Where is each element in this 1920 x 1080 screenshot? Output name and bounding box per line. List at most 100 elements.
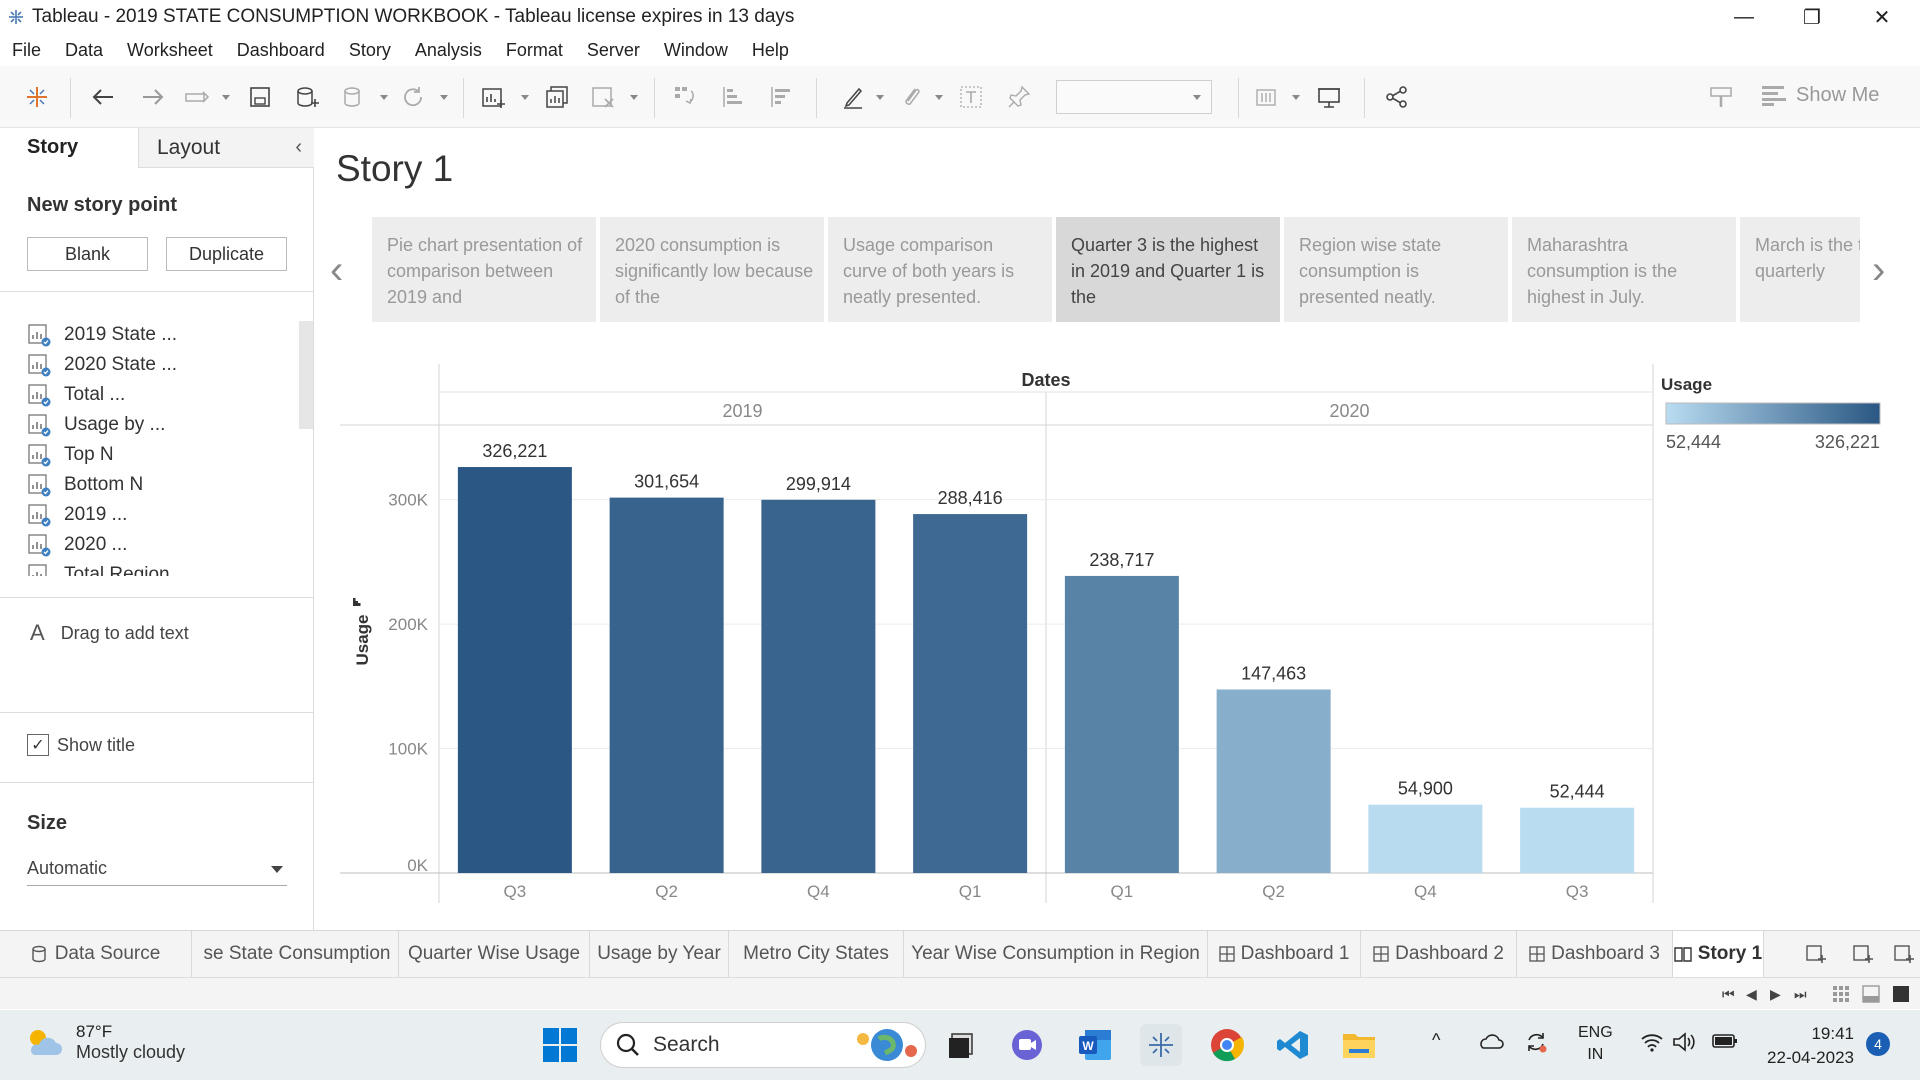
sheet-tab[interactable]: Dashboard 2 [1361, 931, 1517, 977]
menu-worksheet[interactable]: Worksheet [127, 39, 213, 60]
sheet-tab[interactable]: se State Consumption [196, 931, 399, 977]
story-sheet-item[interactable]: 2019 ... [28, 500, 294, 530]
onedrive-cloud-icon[interactable] [1478, 1032, 1504, 1050]
new-worksheet-icon[interactable] [478, 82, 508, 112]
tab-data-source[interactable]: Data Source [0, 931, 192, 977]
refresh-icon[interactable] [398, 82, 428, 112]
story-sheet-item[interactable]: 2019 State ... [28, 320, 294, 350]
task-view-icon[interactable] [940, 1024, 982, 1066]
show-hidden-icons-chevron[interactable]: ^ [1432, 1030, 1441, 1050]
vscode-icon[interactable] [1272, 1024, 1314, 1066]
menu-help[interactable]: Help [751, 39, 789, 60]
chevron-down-icon[interactable] [935, 95, 943, 100]
show-title-toggle[interactable]: ✓ Show title [27, 734, 135, 756]
story-point-caption[interactable]: Region wise state consumption is present… [1284, 217, 1508, 322]
menu-data[interactable]: Data [65, 39, 104, 60]
drag-to-add-text[interactable]: A Drag to add text [30, 620, 189, 646]
windows-start-icon[interactable] [539, 1024, 581, 1066]
new-worksheet-tab-icon[interactable] [1796, 931, 1836, 977]
menu-file[interactable]: File [12, 39, 42, 60]
previous-story-point-icon[interactable]: ‹ [330, 248, 344, 292]
sheet-tab[interactable]: Metro City States [729, 931, 904, 977]
story-point-caption[interactable]: Quarter 3 is the highest in 2019 and Qua… [1056, 217, 1280, 322]
new-data-source-icon[interactable] [292, 82, 322, 112]
story-sheet-item[interactable]: Top N [28, 440, 294, 470]
tableau-taskbar-icon[interactable] [1140, 1024, 1182, 1066]
show-cards-icon[interactable] [1252, 82, 1282, 112]
file-explorer-icon[interactable] [1338, 1024, 1380, 1066]
sheet-tab[interactable]: Quarter Wise Usage [399, 931, 590, 977]
menu-format[interactable]: Format [505, 39, 563, 60]
story-point-caption[interactable]: 2020 consumption is significantly low be… [600, 217, 824, 322]
swap-rows-columns-icon[interactable] [670, 82, 700, 112]
format-painter-icon[interactable] [1706, 82, 1736, 112]
tab-layout[interactable]: Layout ‹ [138, 128, 314, 168]
tab-story[interactable]: Story [27, 136, 79, 158]
highlight-icon[interactable] [838, 82, 868, 112]
teams-chat-icon[interactable] [1006, 1024, 1048, 1066]
story-sheet-item[interactable]: Total Region [28, 560, 294, 576]
story-sheet-item[interactable]: 2020 State ... [28, 350, 294, 380]
next-story-point-icon[interactable]: › [1872, 248, 1886, 292]
sheet-tab[interactable]: Usage by Year [590, 931, 729, 977]
next-sheet-icon[interactable]: ▶ [1770, 986, 1781, 1002]
close-button[interactable]: ✕ [1873, 6, 1891, 29]
menu-window[interactable]: Window [663, 39, 728, 60]
duplicate-sheet-icon[interactable] [542, 82, 572, 112]
story-sheet-item[interactable]: 2020 ... [28, 530, 294, 560]
share-icon[interactable] [1382, 82, 1412, 112]
sheet-tab[interactable]: Dashboard 1 [1208, 931, 1361, 977]
chevron-down-icon[interactable] [876, 95, 884, 100]
chevron-down-icon[interactable] [630, 95, 638, 100]
new-dashboard-tab-icon[interactable] [1842, 931, 1884, 977]
pin-icon[interactable] [1004, 82, 1034, 112]
blank-button[interactable]: Blank [27, 237, 148, 271]
volume-icon[interactable] [1672, 1032, 1698, 1052]
chevron-down-icon[interactable] [380, 95, 388, 100]
replay-animation-icon[interactable] [182, 82, 212, 112]
undo-icon[interactable] [88, 82, 118, 112]
show-title-checkbox[interactable]: ✓ [27, 734, 49, 756]
chevron-down-icon[interactable] [440, 95, 448, 100]
group-members-icon[interactable] [896, 82, 926, 112]
sheet-tab[interactable]: Story 1 [1673, 931, 1764, 977]
presentation-mode-icon[interactable] [1314, 82, 1344, 112]
show-me-button[interactable]: Show Me [1762, 84, 1879, 107]
duplicate-button[interactable]: Duplicate [166, 237, 287, 271]
story-point-caption[interactable]: Maharashtra consumption is the highest i… [1512, 217, 1736, 322]
story-point-caption[interactable]: March is the the quarterly [1740, 217, 1860, 322]
story-sheet-item[interactable]: Usage by ... [28, 410, 294, 440]
sheet-sorter-icon[interactable] [1832, 985, 1850, 1003]
pause-updates-icon[interactable] [338, 82, 368, 112]
menu-analysis[interactable]: Analysis [414, 39, 482, 60]
clear-sheet-icon[interactable] [588, 82, 618, 112]
chevron-down-icon[interactable] [521, 95, 529, 100]
microsoft-word-icon[interactable]: W [1074, 1024, 1116, 1066]
chevron-down-icon[interactable] [1292, 95, 1300, 100]
story-point-caption[interactable]: Usage comparison curve of both years is … [828, 217, 1052, 322]
redo-icon[interactable] [138, 82, 168, 112]
story-sheet-item[interactable]: Total ... [28, 380, 294, 410]
minimize-button[interactable]: — [1734, 5, 1754, 28]
save-icon[interactable] [245, 82, 275, 112]
language-indicator[interactable]: ENG IN [1578, 1022, 1613, 1066]
tableau-home-icon[interactable] [22, 82, 52, 112]
chevron-down-icon[interactable] [222, 95, 230, 100]
first-sheet-icon[interactable]: ⏮ [1722, 986, 1735, 1002]
menu-server[interactable]: Server [586, 39, 640, 60]
notification-badge[interactable]: 4 [1866, 1032, 1890, 1056]
sync-icon[interactable] [1524, 1030, 1548, 1054]
sheet-tab[interactable]: Dashboard 3 [1517, 931, 1673, 977]
story-sheet-item[interactable]: Bottom N [28, 470, 294, 500]
size-select[interactable]: Automatic [27, 858, 287, 886]
weather-widget[interactable]: 87°F Mostly cloudy [24, 1022, 185, 1063]
menu-dashboard[interactable]: Dashboard [236, 39, 325, 60]
last-sheet-icon[interactable]: ⏭ [1794, 986, 1807, 1002]
filmstrip-icon[interactable] [1862, 985, 1880, 1003]
new-story-tab-icon[interactable] [1888, 931, 1920, 977]
fit-dropdown[interactable] [1056, 80, 1212, 114]
chrome-icon[interactable] [1206, 1024, 1248, 1066]
collapse-chevron-icon[interactable]: ‹ [295, 136, 302, 158]
previous-sheet-icon[interactable]: ◀ [1746, 986, 1757, 1002]
story-point-caption[interactable]: Pie chart presentation of comparison bet… [372, 217, 596, 322]
